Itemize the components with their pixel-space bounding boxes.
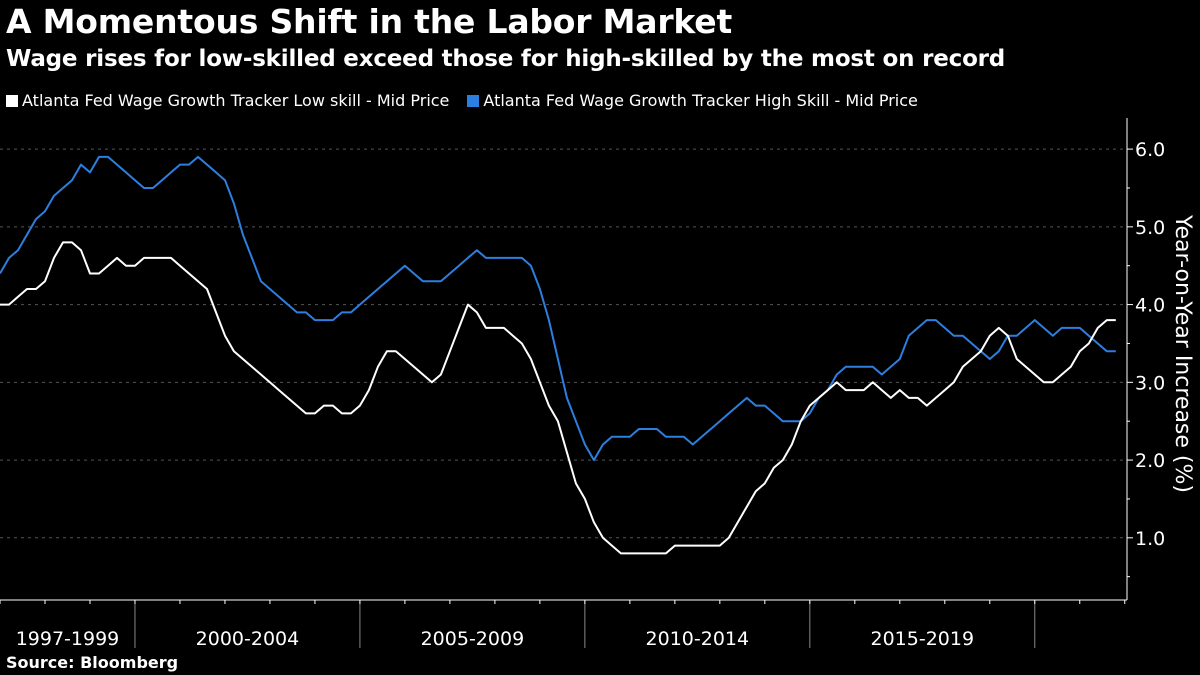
series-line-low-skill (0, 241, 1116, 555)
x-period-label: 2005-2009 (421, 628, 525, 650)
grid-layer (0, 148, 1127, 539)
y-tick-label: 3.0 (1135, 372, 1165, 394)
y-tick-label: 1.0 (1135, 528, 1165, 550)
series-line-high-skill (0, 155, 1116, 462)
axis-layer: 1.0 2.0 3.0 4.0 5.0 6.0 1997-1999 2000-2004 2005… (0, 118, 1195, 650)
y-tick-label: 4.0 (1135, 295, 1165, 317)
x-period-label: 2010-2014 (646, 628, 750, 650)
chart-title: A Momentous Shift in the Labor Market (6, 2, 733, 41)
y-tick-label: 2.0 (1135, 450, 1165, 472)
legend-swatch-high-skill (467, 94, 480, 107)
x-period-label: 2015-2019 (871, 628, 975, 650)
source-note: Source: Bloomberg (6, 653, 179, 672)
series-layer (0, 155, 1116, 555)
legend-item-low-skill: Atlanta Fed Wage Growth Tracker Low skil… (6, 91, 449, 110)
legend-swatch-low-skill (6, 94, 18, 107)
y-tick-label: 6.0 (1135, 139, 1165, 161)
legend-label-low-skill: Atlanta Fed Wage Growth Tracker Low skil… (22, 91, 450, 110)
x-period-label: 2000-2004 (196, 628, 300, 650)
y-tick-label: 5.0 (1135, 217, 1165, 239)
legend-item-high-skill: Atlanta Fed Wage Growth Tracker High Ski… (467, 91, 918, 110)
chart-subtitle: Wage rises for low-skilled exceed those … (6, 46, 1006, 72)
x-period-label: 1997-1999 (16, 628, 120, 650)
legend-label-high-skill: Atlanta Fed Wage Growth Tracker High Ski… (483, 91, 918, 110)
legend: Atlanta Fed Wage Growth Tracker Low skil… (6, 91, 936, 110)
y-axis-label: Year-on-Year Increase (%) (1170, 214, 1195, 493)
